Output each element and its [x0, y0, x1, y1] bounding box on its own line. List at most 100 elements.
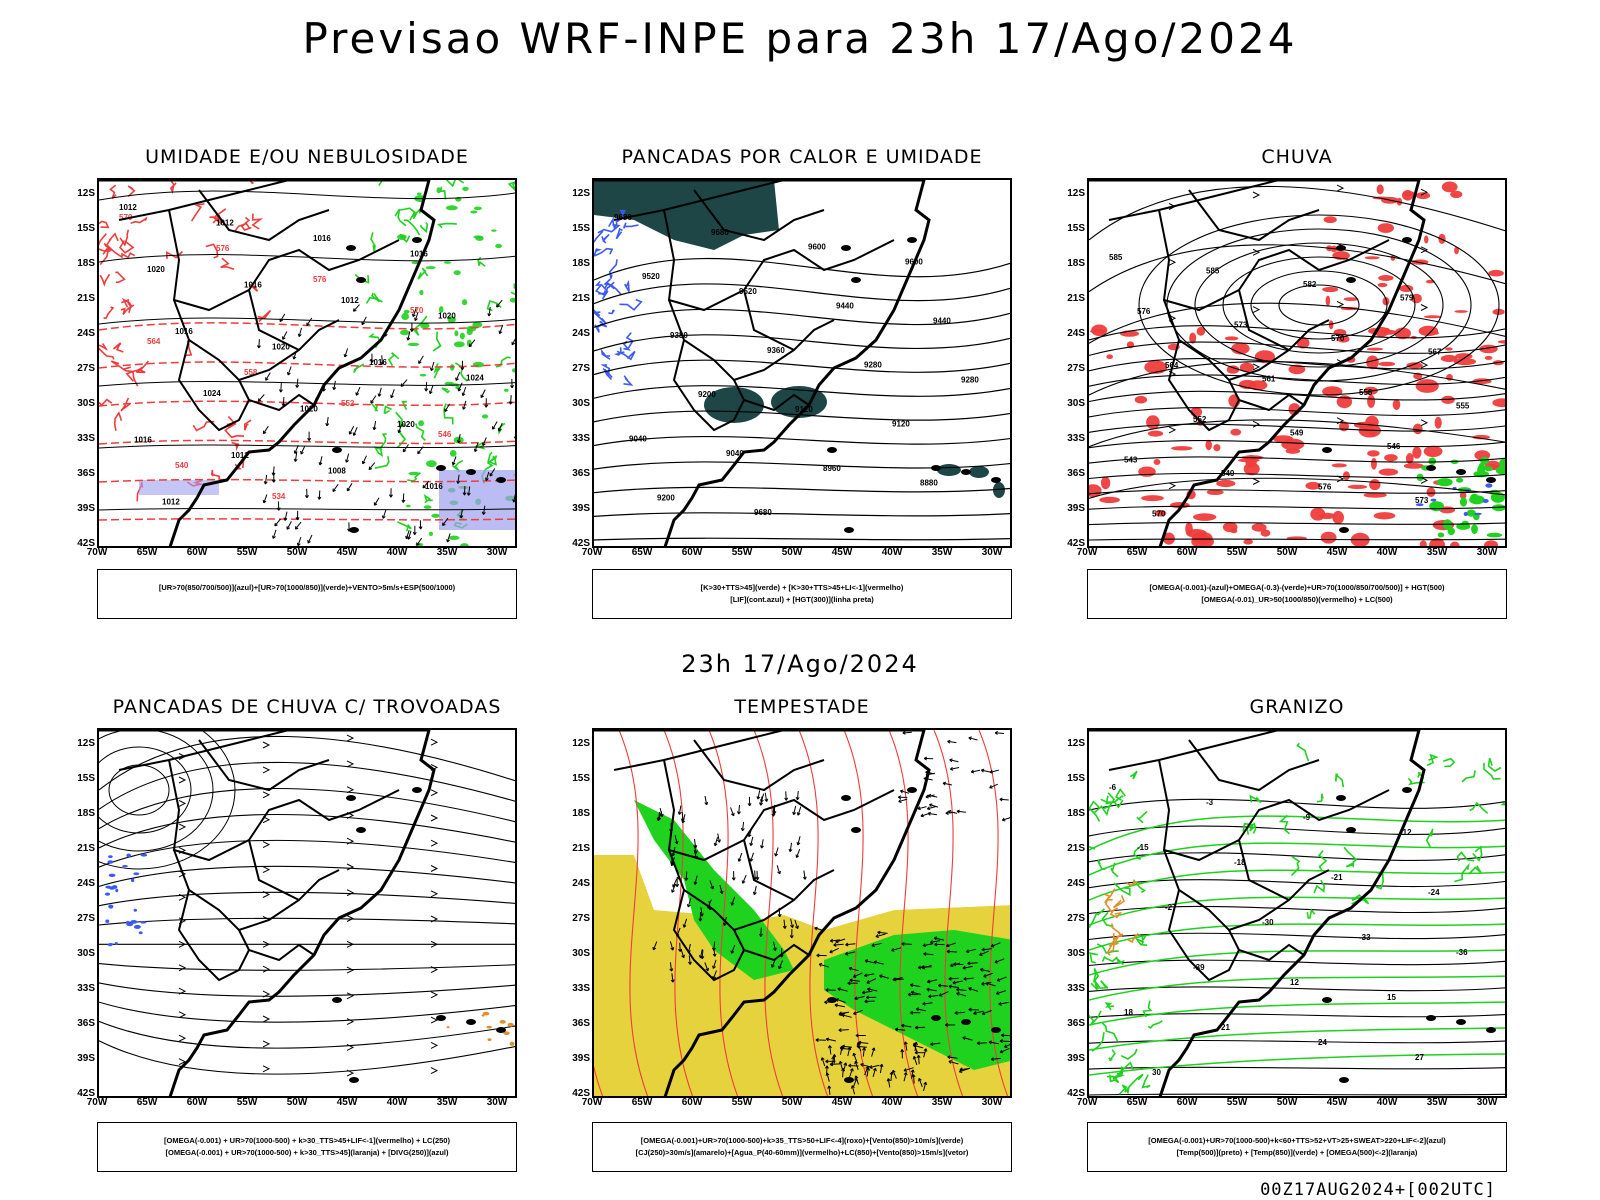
contour-label: 534 — [272, 492, 286, 501]
lat-tick-label: 21S — [572, 293, 590, 304]
contour-label: 585 — [1109, 253, 1123, 262]
lon-tick-label: 55W — [731, 1097, 753, 1108]
lon-tick-label: 70W — [581, 1097, 603, 1108]
lon-tick-label: 35W — [1426, 1097, 1448, 1108]
contour-label: 1016 — [134, 436, 152, 445]
lon-tick-label: 35W — [436, 1097, 458, 1108]
lat-tick-label: 27S — [572, 913, 590, 924]
lat-tick-label: 12S — [1067, 188, 1085, 199]
contour-label: -9 — [1303, 813, 1311, 822]
lon-tick-label: 60W — [681, 1097, 703, 1108]
contour-label: -21 — [1331, 873, 1343, 882]
contour-label: 561 — [1262, 375, 1276, 384]
contour-label: 8960 — [823, 464, 841, 473]
panel-title-granizo: GRANIZO — [1249, 696, 1345, 718]
lat-tick-label: 39S — [1067, 503, 1085, 514]
contour-label: -30 — [1262, 918, 1274, 927]
lat-tick-label: 30S — [1067, 948, 1085, 959]
lon-tick-label: 65W — [631, 547, 653, 558]
lon-tick-label: 40W — [1376, 1097, 1398, 1108]
lat-tick-label: 42S — [572, 1088, 590, 1099]
lat-tick-label: 21S — [77, 843, 95, 854]
lat-tick-label: 33S — [1067, 983, 1085, 994]
map-layers-umidade: 1012 1012 1016 1016 1020 1016 1012 1020 1016 1020… — [99, 180, 515, 546]
lat-tick-label: 42S — [1067, 538, 1085, 549]
contour-label: 9040 — [629, 434, 647, 443]
legend-pancadas-calor: [K>30+TTS>45](verde) + [K>30+TTS>45+LI<-… — [592, 569, 1012, 619]
lat-tick-label: 33S — [77, 983, 95, 994]
lat-tick-label: 24S — [1067, 878, 1085, 889]
contour-label: 1016 — [369, 358, 387, 367]
contour-label: 12 — [1290, 978, 1299, 987]
lon-tick-label: 40W — [386, 1097, 408, 1108]
lon-tick-label: 30W — [981, 547, 1003, 558]
legend-granizo: [OMEGA(-0.001)+UR>70(1000-500)+k<60+TTS>… — [1087, 1122, 1507, 1172]
lat-tick-label: 15S — [1067, 223, 1085, 234]
lon-tick-label: 60W — [186, 547, 208, 558]
legend-line: [OMEGA(-0.01)_UR>50(1000/850)(vermelho) … — [1201, 595, 1393, 604]
legend-line: [OMEGA(-0.001) + UR>70(1000-500) + k>30_… — [164, 1136, 450, 1145]
contour-label: 567 — [1428, 348, 1442, 357]
lat-tick-label: 30S — [77, 398, 95, 409]
contour-label: 546 — [438, 430, 452, 439]
lon-tick-label: 50W — [1276, 547, 1298, 558]
lon-tick-label: 65W — [631, 1097, 653, 1108]
legend-line: [Temp(500)](preto) + [Temp(850)](verde) … — [1176, 1148, 1418, 1157]
contour-label: 21 — [1221, 1023, 1230, 1032]
contour-label: 570 — [1152, 510, 1166, 519]
lat-tick-label: 30S — [1067, 398, 1085, 409]
map-layers-pancadas-trovoadas — [99, 730, 515, 1096]
contour-label: 570 — [410, 306, 424, 315]
contour-label: 1012 — [162, 498, 180, 507]
contour-label: -15 — [1137, 843, 1149, 852]
legend-line: [LIF](cont.azul) + [HGT(300)](linha pret… — [730, 595, 874, 604]
lat-tick-label: 39S — [1067, 1053, 1085, 1064]
lat-tick-label: 30S — [77, 948, 95, 959]
lat-tick-label: 36S — [77, 1018, 95, 1029]
lon-tick-label: 50W — [1276, 1097, 1298, 1108]
contour-label: 549 — [1290, 429, 1304, 438]
lon-tick-label: 50W — [781, 1097, 803, 1108]
run-timestamp: 00Z17AUG2024+[002UTC] — [1260, 1180, 1496, 1200]
contour-label: 582 — [1303, 280, 1317, 289]
lat-tick-label: 18S — [77, 808, 95, 819]
contour-label: -12 — [1400, 828, 1412, 837]
lat-tick-label: 27S — [572, 363, 590, 374]
lat-tick-label: 42S — [1067, 1088, 1085, 1099]
lat-tick-label: 24S — [77, 328, 95, 339]
contour-label: 9280 — [864, 361, 882, 370]
lon-tick-label: 30W — [1476, 1097, 1498, 1108]
lat-tick-label: 18S — [1067, 258, 1085, 269]
lat-tick-label: 24S — [77, 878, 95, 889]
contour-label: 573 — [1415, 496, 1429, 505]
lat-tick-label: 18S — [77, 258, 95, 269]
contour-label: 30 — [1152, 1068, 1161, 1077]
lat-tick-label: 39S — [77, 1053, 95, 1064]
lat-tick-label: 24S — [572, 328, 590, 339]
lon-tick-label: 50W — [286, 547, 308, 558]
lon-tick-label: 30W — [981, 1097, 1003, 1108]
contour-label: -33 — [1359, 933, 1371, 942]
lat-tick-label: 18S — [1067, 808, 1085, 819]
map-umidade: 1012 1012 1016 1016 1020 1016 1012 1020 1016 1020… — [97, 178, 517, 548]
lat-tick-label: 24S — [1067, 328, 1085, 339]
contour-label: 579 — [1400, 294, 1414, 303]
map-layers-granizo: -6 -3 -9 -12 -15 -18 -21 -24 -27 -30 -33 -36 -39 12 15… — [1089, 730, 1505, 1096]
contour-label: 576 — [1137, 307, 1151, 316]
lon-tick-label: 65W — [136, 547, 158, 558]
lat-tick-label: 42S — [572, 538, 590, 549]
contour-label: 1012 — [341, 296, 359, 305]
lon-tick-label: 30W — [486, 547, 508, 558]
legend-line: [UR>70(850/700/500)](azul)+[UR>70(1000/8… — [158, 583, 456, 592]
contour-label: 540 — [175, 461, 189, 470]
lat-tick-label: 42S — [77, 1088, 95, 1099]
contour-label: 564 — [147, 337, 161, 346]
contour-label: 9680 — [711, 228, 729, 237]
lat-tick-label: 42S — [77, 538, 95, 549]
lat-tick-label: 18S — [572, 258, 590, 269]
contour-label: 1016 — [313, 234, 331, 243]
lon-tick-label: 55W — [1226, 1097, 1248, 1108]
lat-tick-label: 36S — [77, 468, 95, 479]
contour-label: 9280 — [961, 375, 979, 384]
lat-tick-label: 18S — [572, 808, 590, 819]
